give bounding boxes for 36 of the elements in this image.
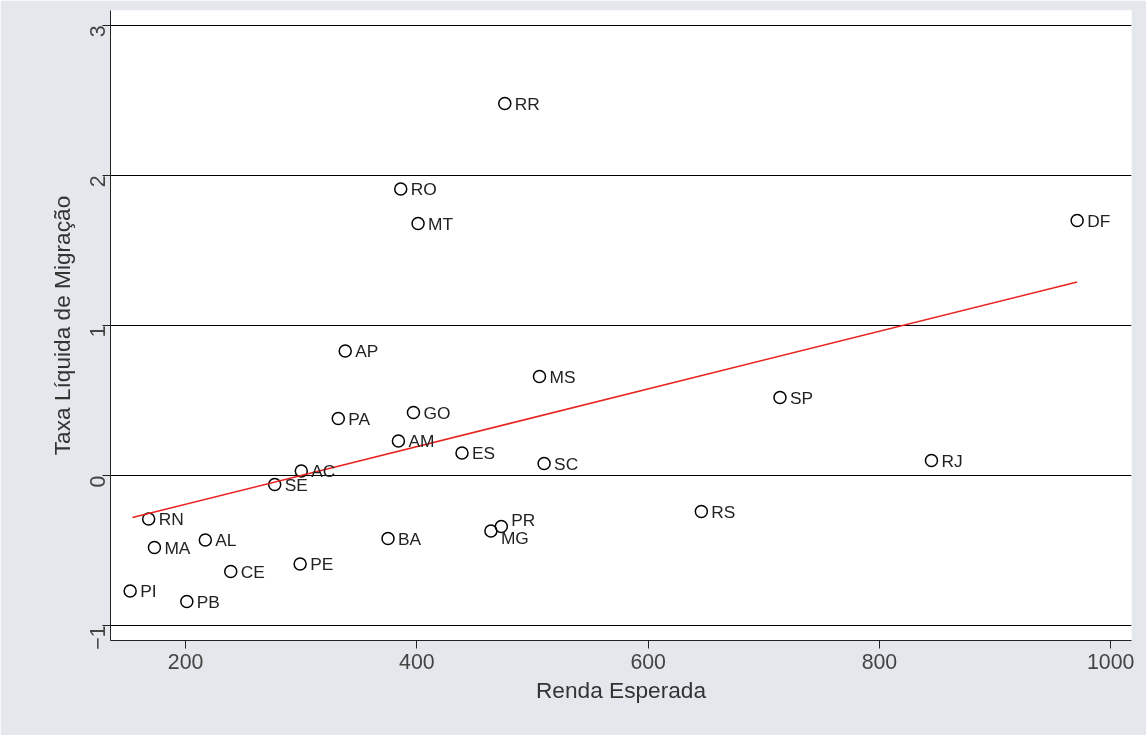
- y-axis-title: Taxa Líquida de Migração: [48, 195, 75, 456]
- data-label: RJ: [941, 450, 963, 471]
- data-label: ES: [472, 443, 496, 463]
- data-label: PB: [196, 591, 220, 612]
- y-tick-label: 2: [86, 175, 110, 188]
- data-label: MA: [164, 537, 191, 558]
- data-label: RO: [410, 179, 437, 199]
- y-tick-label: 1: [86, 325, 110, 338]
- data-label: PA: [348, 408, 371, 429]
- y-tick-label: −1: [86, 625, 110, 650]
- data-label: AP: [355, 341, 379, 361]
- data-label: BA: [398, 528, 422, 549]
- data-label: RN: [158, 509, 184, 529]
- data-label: DF: [1087, 210, 1111, 231]
- x-tick-label: 200: [167, 649, 204, 674]
- data-label: RR: [514, 93, 540, 114]
- data-label: SE: [284, 474, 308, 495]
- data-label: MS: [549, 366, 576, 387]
- data-label: PE: [310, 554, 334, 574]
- x-tick-label: 600: [630, 649, 667, 674]
- data-label: PI: [140, 581, 157, 601]
- x-tick-label: 800: [861, 649, 898, 674]
- x-axis-title: Renda Esperada: [535, 676, 707, 703]
- data-label: AL: [215, 530, 237, 550]
- data-label: RS: [711, 501, 736, 522]
- data-label: PR: [511, 509, 536, 530]
- y-tick-label: 3: [86, 25, 110, 38]
- data-label: MG: [500, 528, 529, 548]
- x-tick-label: 400: [399, 649, 435, 674]
- data-label: SP: [789, 387, 814, 408]
- data-label: GO: [423, 402, 451, 423]
- data-label: SC: [554, 453, 579, 474]
- y-tick-label: 0: [86, 475, 110, 488]
- x-tick-label: 1000: [1086, 649, 1135, 674]
- data-label: MT: [428, 213, 454, 234]
- data-label: CE: [240, 561, 265, 582]
